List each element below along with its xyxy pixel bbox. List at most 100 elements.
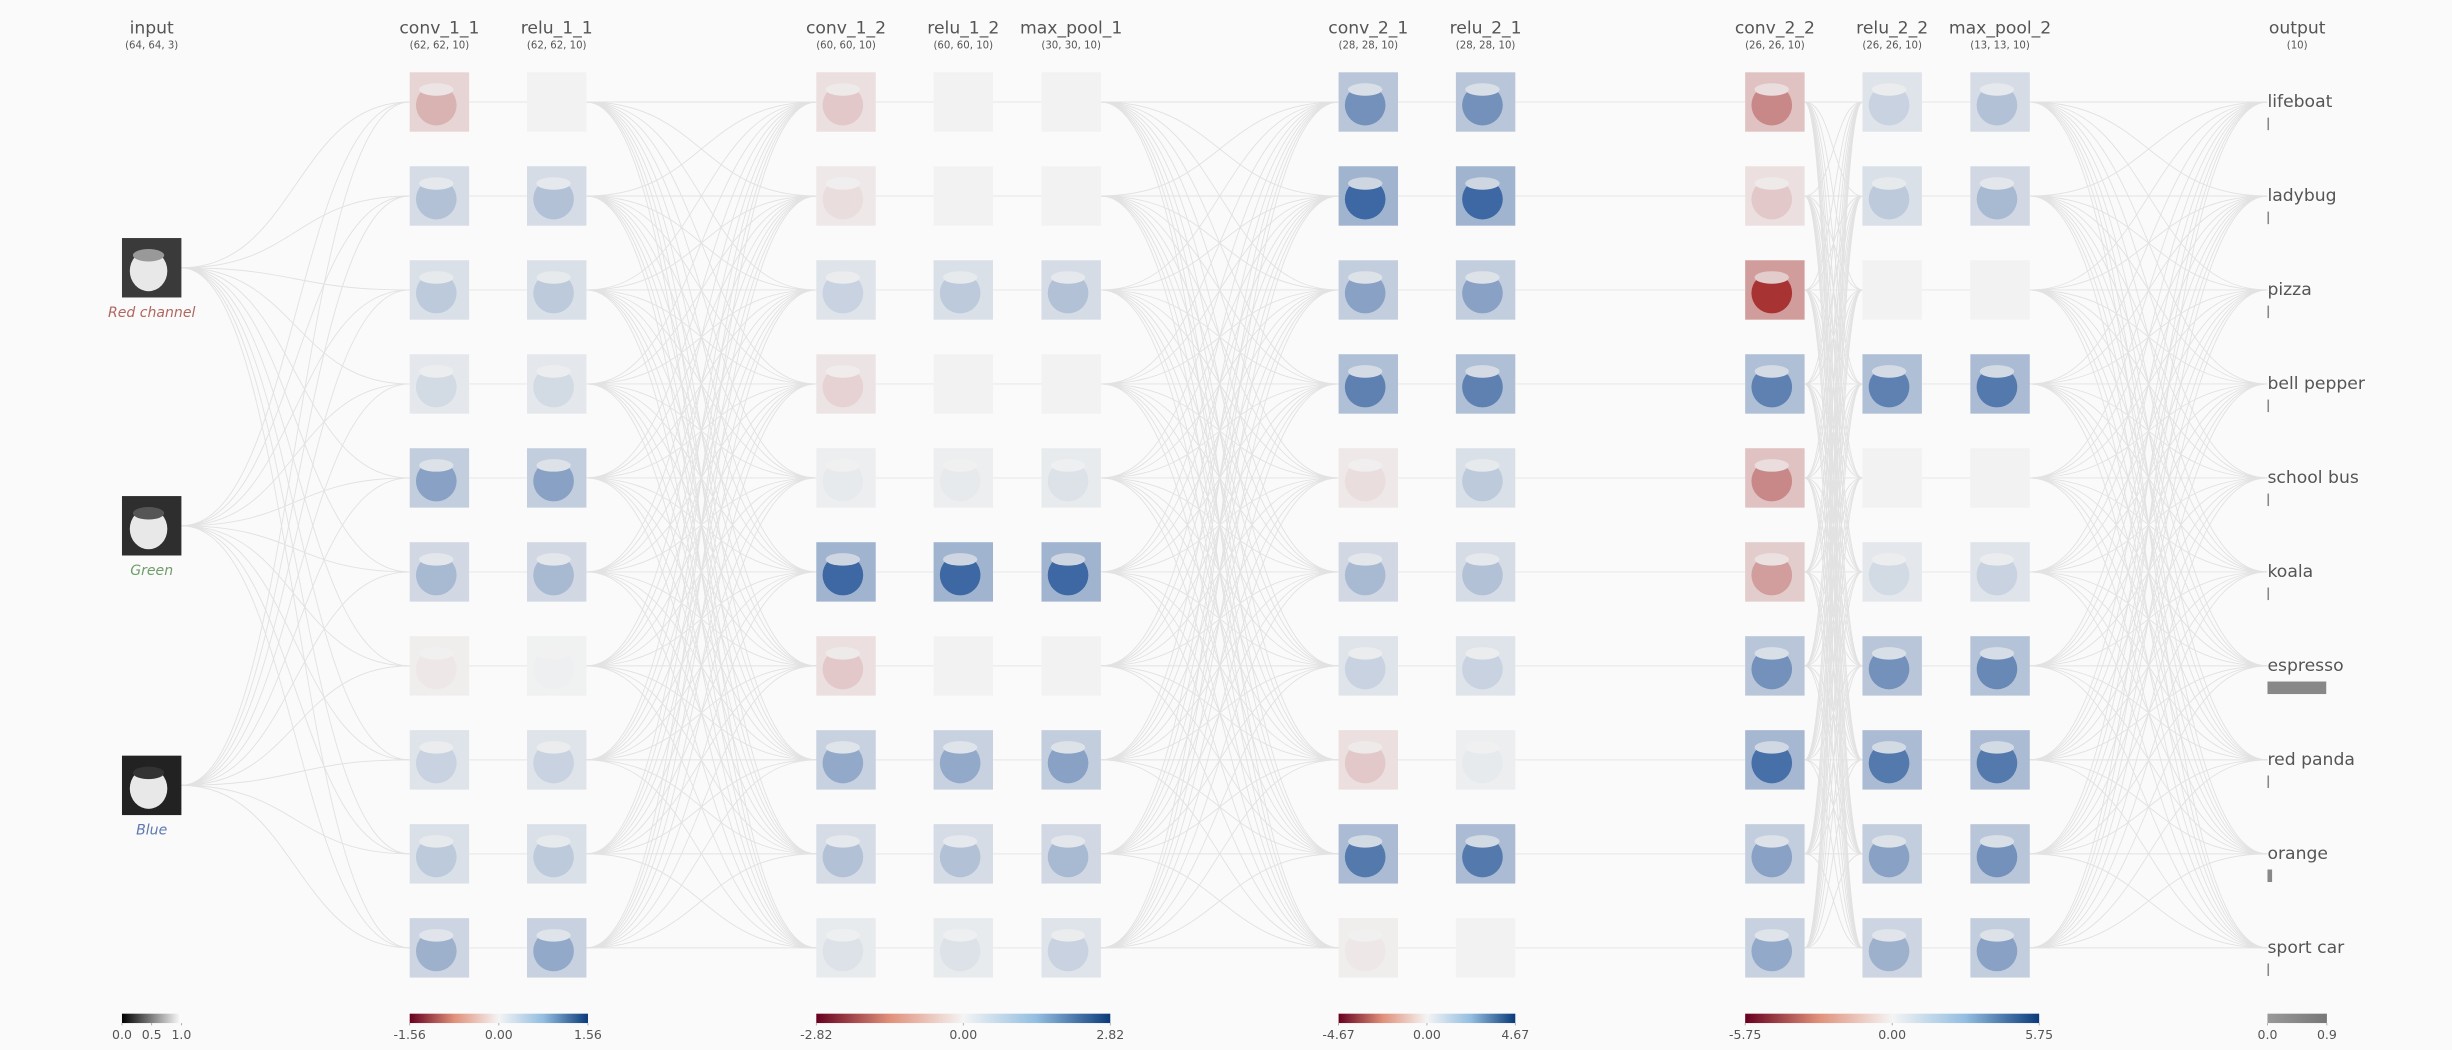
input-cup-top xyxy=(132,507,165,520)
feature-map-shape xyxy=(1462,84,1503,126)
feature-map-shape xyxy=(939,178,981,220)
feature-map-shape xyxy=(1047,178,1089,220)
connection xyxy=(1100,195,1339,949)
feature-map-shape xyxy=(1047,836,1089,878)
connection xyxy=(181,525,410,667)
connection xyxy=(2029,571,2268,949)
feature-map-rim xyxy=(1754,83,1789,96)
connection xyxy=(586,383,817,949)
connection xyxy=(1100,571,1339,949)
connection xyxy=(181,665,410,786)
colorbar-label: 4.67 xyxy=(1501,1027,1529,1042)
connection xyxy=(181,289,410,527)
feature-map-rim xyxy=(1871,365,1907,378)
feature-map-shape xyxy=(415,84,457,126)
feature-map-rim xyxy=(1871,271,1907,284)
feature-map-rim xyxy=(1871,83,1907,96)
layer-shape: (13, 13, 10) xyxy=(1970,41,2030,52)
feature-map-rim xyxy=(1050,647,1086,660)
layer-shape: (62, 62, 10) xyxy=(410,41,470,52)
connection xyxy=(1100,101,1339,573)
connection xyxy=(181,101,410,269)
connection xyxy=(2029,383,2268,949)
feature-map-shape xyxy=(415,272,457,314)
layer-name: input xyxy=(130,19,174,39)
connection xyxy=(181,525,410,855)
connection xyxy=(586,289,817,949)
feature-map-rim xyxy=(1347,365,1383,378)
connections xyxy=(181,101,2268,949)
layer-shape: (60, 60, 10) xyxy=(816,41,876,52)
feature-map-rim xyxy=(1871,929,1907,942)
layer-shape: (10) xyxy=(2287,41,2308,52)
connection xyxy=(586,101,817,291)
feature-map-shape xyxy=(939,272,981,314)
feature-map-rim xyxy=(1050,741,1086,754)
feature-map-rim xyxy=(1465,459,1500,472)
feature-map-shape xyxy=(1462,930,1503,972)
connection xyxy=(1100,665,1339,949)
feature-map-rim xyxy=(419,929,454,942)
feature-map-rim xyxy=(419,177,454,190)
feature-map-rim xyxy=(1979,177,2015,190)
feature-map-shape xyxy=(1976,742,2018,784)
feature-map-rim xyxy=(419,741,454,754)
class-label: pizza xyxy=(2267,280,2311,300)
feature-map-rim xyxy=(1754,553,1789,566)
connection xyxy=(1100,101,1339,761)
feature-map-rim xyxy=(942,647,978,660)
feature-map-rim xyxy=(1979,365,2015,378)
feature-map-shape xyxy=(822,460,864,502)
feature-map-rim xyxy=(1050,271,1086,284)
feature-map-rim xyxy=(942,741,978,754)
input-cup xyxy=(129,250,168,292)
connection xyxy=(586,101,817,479)
colorbar xyxy=(409,1013,588,1024)
feature-map-rim xyxy=(825,835,861,848)
connection xyxy=(586,665,817,949)
connection xyxy=(2029,853,2268,949)
colorbar-label: 0.5 xyxy=(142,1027,162,1042)
feature-map-shape xyxy=(1344,178,1386,220)
feature-map-shape xyxy=(533,554,574,596)
feature-map-shape xyxy=(1751,648,1793,690)
connection xyxy=(586,853,817,949)
feature-map-shape xyxy=(1868,84,1910,126)
connection xyxy=(181,267,410,761)
probability-bar xyxy=(2267,681,2327,695)
feature-map-rim xyxy=(825,365,861,378)
connection xyxy=(1100,383,1339,949)
connection xyxy=(2029,101,2268,385)
colorbar xyxy=(816,1013,1111,1024)
feature-map-rim xyxy=(1979,647,2015,660)
feature-map-shape xyxy=(1047,366,1089,408)
feature-map-rim xyxy=(825,459,861,472)
feature-map-rim xyxy=(1754,459,1789,472)
feature-map-shape xyxy=(533,272,574,314)
feature-map-rim xyxy=(1347,741,1383,754)
feature-map-rim xyxy=(536,929,571,942)
layer-shape: (26, 26, 10) xyxy=(1862,41,1922,52)
feature-map-shape xyxy=(1462,836,1503,878)
feature-map-shape xyxy=(1976,178,2018,220)
probability-bar xyxy=(2267,493,2270,507)
feature-map-rim xyxy=(1754,835,1789,848)
feature-map-rim xyxy=(536,647,571,660)
feature-map-shape xyxy=(533,930,574,972)
connection xyxy=(2029,101,2268,479)
feature-map-rim xyxy=(942,459,978,472)
connection xyxy=(1804,101,1863,291)
feature-map-rim xyxy=(1050,365,1086,378)
feature-map-shape xyxy=(1868,460,1910,502)
feature-map-rim xyxy=(1871,553,1907,566)
connection xyxy=(181,267,410,291)
connection xyxy=(181,267,410,573)
feature-map-shape xyxy=(1047,554,1089,596)
feature-map-shape xyxy=(1976,648,2018,690)
connection xyxy=(181,383,410,786)
feature-map-rim xyxy=(1050,553,1086,566)
feature-map-shape xyxy=(1751,460,1793,502)
feature-map-shape xyxy=(1047,272,1089,314)
connection xyxy=(586,101,817,385)
